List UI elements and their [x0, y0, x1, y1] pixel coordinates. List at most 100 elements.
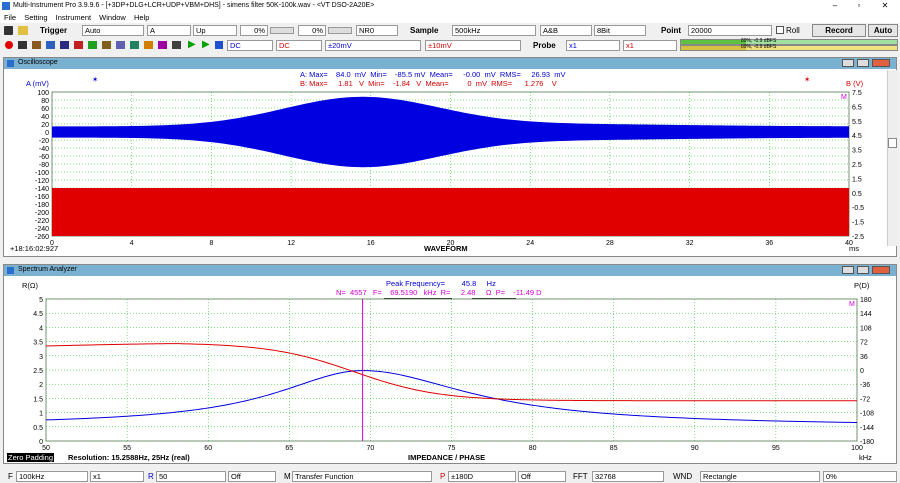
- spec-yleft-tick: 1: [39, 411, 43, 418]
- spec-yleft-tick: 3: [39, 354, 43, 361]
- osc-x-tick: 12: [287, 240, 295, 247]
- osc-yleft-tick: -80: [39, 162, 49, 169]
- spec-yright-tick: 0: [860, 368, 864, 375]
- notes-icon[interactable]: [32, 41, 41, 49]
- spec-x-tick: 85: [610, 445, 618, 452]
- trigger-percent-2[interactable]: 0%: [298, 25, 326, 36]
- oscilloscope-scrollbar[interactable]: [887, 70, 897, 246]
- close-button[interactable]: ✕: [881, 1, 889, 10]
- impedance-unit: R(Ω): [22, 281, 39, 290]
- probe-label: Probe: [533, 41, 556, 50]
- stop-square-icon[interactable]: [215, 41, 223, 49]
- window-icon[interactable]: [130, 41, 139, 49]
- spec-yright-tick: 72: [860, 340, 868, 347]
- osc-yleft-tick: -260: [35, 234, 49, 241]
- trigger-percent-1[interactable]: 0%: [240, 25, 268, 36]
- range-b-select[interactable]: ±10mV: [425, 40, 521, 51]
- camera-icon[interactable]: [18, 41, 27, 49]
- noise-reduction-select[interactable]: NR0: [356, 25, 398, 36]
- phase-range-select[interactable]: ±180D: [448, 471, 516, 482]
- spectrum-restore-button[interactable]: [857, 266, 869, 274]
- window-title: Multi-Instrument Pro 3.9.9.6 - [+3DP+DLG…: [13, 2, 375, 9]
- record-button[interactable]: Record: [812, 24, 866, 37]
- record-icon[interactable]: [5, 41, 13, 49]
- spec-yright-tick: -108: [860, 411, 874, 418]
- cursor-a-icon[interactable]: ✶: [92, 75, 99, 84]
- roll-label: Roll: [786, 26, 800, 35]
- tool-icon[interactable]: [102, 41, 111, 49]
- trigger-slider-1[interactable]: [270, 27, 294, 34]
- spec-yleft-tick: 4: [39, 325, 43, 332]
- menu-setting[interactable]: Setting: [24, 13, 48, 22]
- spec-yright-tick: -144: [860, 425, 874, 432]
- maximize-button[interactable]: ▫: [857, 1, 861, 10]
- play-icon[interactable]: ▶: [188, 39, 196, 50]
- cursor-b-icon[interactable]: ✶: [804, 75, 811, 84]
- r-select[interactable]: 50: [156, 471, 226, 482]
- probe-b-select[interactable]: x1: [623, 40, 677, 51]
- channel-mode-select[interactable]: A&B: [540, 25, 592, 36]
- chart-icon[interactable]: [88, 41, 97, 49]
- auto-button[interactable]: Auto: [868, 24, 898, 37]
- window-function-select[interactable]: Rectangle: [700, 471, 820, 482]
- spectrum-minimize-button[interactable]: [842, 266, 854, 274]
- oscilloscope-title-bar[interactable]: Oscilloscope: [4, 58, 896, 69]
- spectrum-title-bar[interactable]: Spectrum Analyzer: [4, 265, 896, 276]
- fft-size-select[interactable]: 32768: [592, 471, 664, 482]
- menu-help[interactable]: Help: [133, 13, 150, 22]
- off-select-1[interactable]: Off: [228, 471, 276, 482]
- trigger-slider-2[interactable]: [328, 27, 352, 34]
- channel-a-unit: A (mV): [26, 79, 49, 88]
- trigger-channel-select[interactable]: A: [147, 25, 191, 36]
- menu-file[interactable]: File: [4, 13, 17, 22]
- stats-b: B: Max= 1.81 V Min= -1.84 V Mean= 0 mV R…: [300, 79, 557, 88]
- monitor-icon[interactable]: [46, 41, 55, 49]
- marker-icon[interactable]: [158, 41, 167, 49]
- oscilloscope-close-button[interactable]: [872, 59, 890, 67]
- peak-frequency: Peak Frequency= 45.8 Hz: [386, 279, 496, 288]
- spec-x-tick: 90: [691, 445, 699, 452]
- coupling-b-select[interactable]: DC: [276, 40, 322, 51]
- osc-yleft-tick: 60: [41, 106, 49, 113]
- probe-a-select[interactable]: x1: [566, 40, 620, 51]
- filter-icon[interactable]: [144, 41, 153, 49]
- roll-checkbox[interactable]: [776, 26, 784, 34]
- stop-icon[interactable]: [74, 41, 83, 49]
- zero-padding-badge[interactable]: Zero Padding: [7, 453, 55, 462]
- minimize-button[interactable]: –: [832, 1, 838, 10]
- multiplier-select[interactable]: x1: [90, 471, 144, 482]
- oscilloscope-icon: [7, 60, 14, 67]
- point-count-select[interactable]: 20000: [688, 25, 772, 36]
- menu-instrument[interactable]: Instrument: [55, 13, 92, 22]
- open-folder-icon[interactable]: [18, 26, 28, 35]
- spec-x-tick: 50: [42, 445, 50, 452]
- save-icon[interactable]: [4, 26, 13, 35]
- trigger-edge-select[interactable]: Up: [193, 25, 237, 36]
- resolution-text: Resolution: 15.2588Hz, 25Hz (real): [68, 453, 190, 462]
- osc-x-tick: 40: [845, 240, 853, 247]
- trigger-mode-select[interactable]: Auto: [82, 25, 144, 36]
- cursor-icon[interactable]: [172, 41, 181, 49]
- frequency-select[interactable]: 100kHz: [16, 471, 88, 482]
- overlap-select[interactable]: 0%: [823, 471, 897, 482]
- bit-depth-select[interactable]: 8Bit: [594, 25, 646, 36]
- loop-icon[interactable]: [60, 41, 69, 49]
- spec-x-tick: 95: [772, 445, 780, 452]
- coupling-a-select[interactable]: DC: [227, 40, 273, 51]
- osc-yleft-tick: -120: [35, 178, 49, 185]
- play-once-icon[interactable]: ▶: [202, 39, 210, 50]
- off-select-2[interactable]: Off: [518, 471, 566, 482]
- oscilloscope-minimize-button[interactable]: [842, 59, 854, 67]
- settings-icon[interactable]: [116, 41, 125, 49]
- mode-select[interactable]: Transfer Function: [292, 471, 432, 482]
- menu-window[interactable]: Window: [99, 13, 126, 22]
- toolbar-row-1: Trigger Auto A Up 0% 0% NR0 Sample 500kH…: [0, 24, 900, 37]
- osc-yleft-tick: -140: [35, 186, 49, 193]
- spec-yright-tick: 108: [860, 325, 872, 332]
- spectrum-close-button[interactable]: [872, 266, 890, 274]
- range-a-select[interactable]: ±20mV: [325, 40, 421, 51]
- spec-yright-tick: 36: [860, 354, 868, 361]
- sample-rate-select[interactable]: 500kHz: [452, 25, 536, 36]
- oscilloscope-restore-button[interactable]: [857, 59, 869, 67]
- osc-yleft-tick: 100: [37, 90, 49, 97]
